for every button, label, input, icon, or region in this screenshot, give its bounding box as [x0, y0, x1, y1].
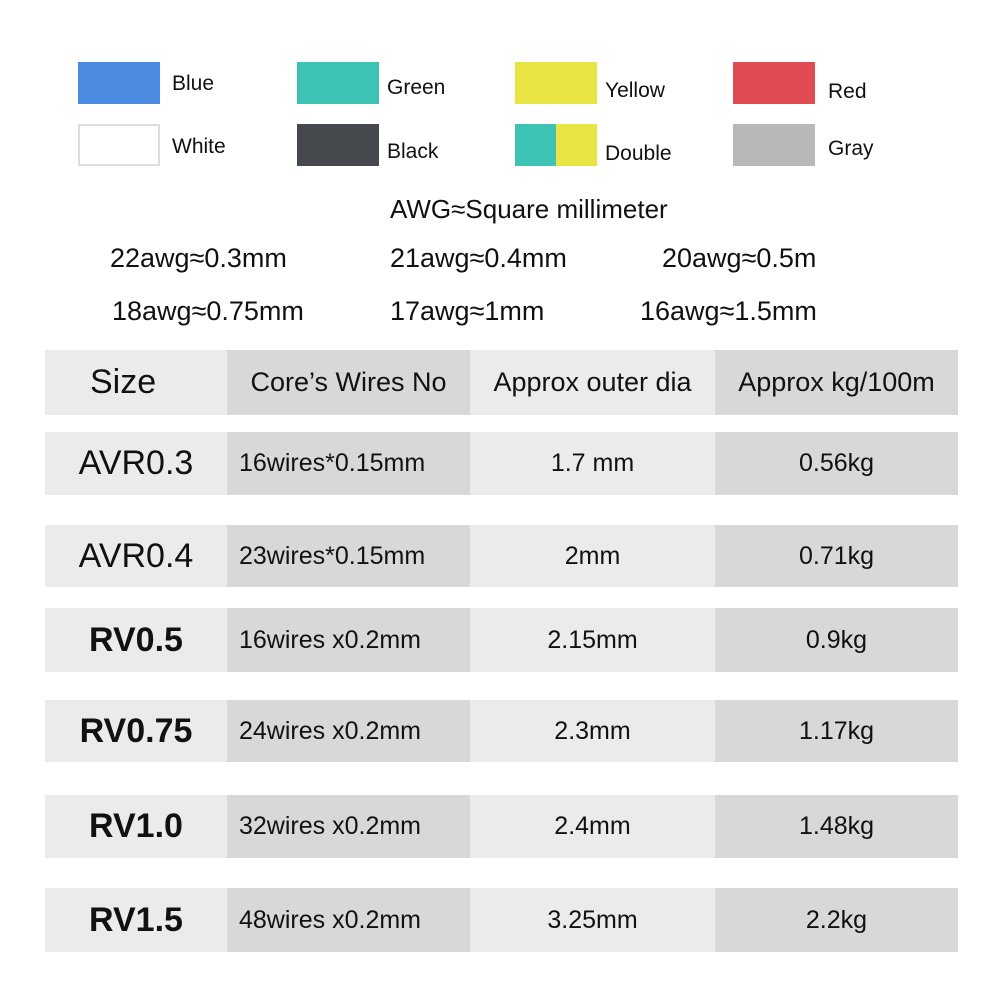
awg-item: 16awg≈1.5mm [640, 296, 817, 326]
color-swatch-gray [733, 124, 815, 166]
awg-item: 21awg≈0.4mm [390, 243, 567, 273]
color-label: Red [828, 80, 867, 103]
color-label: Double [605, 142, 672, 165]
awg-item: 22awg≈0.3mm [110, 243, 287, 273]
color-swatch-white [78, 124, 160, 166]
table-header-cell: Core’s Wires No [227, 350, 470, 415]
table-cell-size: AVR0.4 [45, 525, 227, 587]
table-header-cell: Approx kg/100m [715, 350, 958, 415]
table-cell-size: RV1.5 [45, 888, 227, 952]
table-cell: 16wires*0.15mm [227, 432, 470, 495]
table-cell: 0.56kg [715, 432, 958, 495]
table-cell: 2.2kg [715, 888, 958, 952]
table-cell: 32wires x0.2mm [227, 795, 470, 858]
color-label: Blue [172, 72, 215, 95]
table-cell: 1.48kg [715, 795, 958, 858]
awg-item: 18awg≈0.75mm [112, 296, 304, 326]
awg-title: AWG≈Square millimeter [390, 194, 668, 224]
table-header-cell: Approx outer dia [470, 350, 715, 415]
color-swatch-green [297, 62, 379, 104]
awg-item: 20awg≈0.5m [662, 243, 817, 273]
table-cell: 2.3mm [470, 700, 715, 762]
table-cell: 16wires x0.2mm [227, 608, 470, 672]
color-swatch-blue [78, 62, 160, 104]
color-label: Green [387, 76, 446, 99]
table-cell-size: AVR0.3 [45, 432, 227, 495]
table-cell: 3.25mm [470, 888, 715, 952]
table-cell-size: RV1.0 [45, 795, 227, 858]
table-cell-size: RV0.5 [45, 608, 227, 672]
color-label: Gray [828, 137, 874, 160]
color-swatch-yellow [515, 62, 597, 104]
table-cell: 48wires x0.2mm [227, 888, 470, 952]
awg-item: 17awg≈1mm [390, 296, 545, 326]
color-label: White [172, 135, 226, 158]
color-label: Black [387, 140, 439, 163]
table-cell-size: RV0.75 [45, 700, 227, 762]
table-cell: 2.15mm [470, 608, 715, 672]
table-header-cell: Size [45, 350, 227, 415]
table-cell: 24wires x0.2mm [227, 700, 470, 762]
color-swatch-black [297, 124, 379, 166]
table-cell: 2mm [470, 525, 715, 587]
table-cell: 0.71kg [715, 525, 958, 587]
table-cell: 1.7 mm [470, 432, 715, 495]
table-cell: 0.9kg [715, 608, 958, 672]
table-cell: 23wires*0.15mm [227, 525, 470, 587]
color-swatch-red [733, 62, 815, 104]
table-cell: 1.17kg [715, 700, 958, 762]
color-swatch-double [515, 124, 597, 166]
color-label: Yellow [605, 79, 665, 102]
table-cell: 2.4mm [470, 795, 715, 858]
